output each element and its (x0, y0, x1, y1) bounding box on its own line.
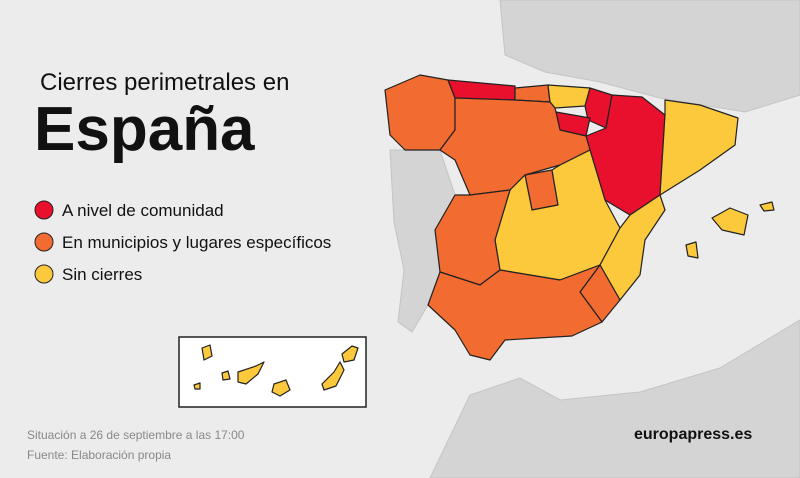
region (659, 99, 739, 196)
region (711, 207, 749, 236)
region (341, 345, 359, 363)
region (321, 361, 345, 391)
legend: A nivel de comunidad En municipios y luga… (34, 200, 331, 284)
source-note: Fuente: Elaboración propia (27, 448, 171, 462)
kicker: Cierres perimetrales en (40, 69, 289, 96)
legend-swatch (34, 200, 54, 220)
title: España (34, 95, 255, 164)
situation-note: Situación a 26 de septiembre a las 17:00 (27, 428, 245, 442)
region (221, 370, 231, 381)
france (499, 0, 800, 113)
region (514, 84, 551, 103)
brand: europapress.es (634, 426, 752, 443)
region (384, 74, 456, 151)
region (759, 201, 775, 212)
region (685, 241, 699, 259)
region (237, 361, 265, 385)
region (427, 264, 603, 361)
legend-swatch (34, 232, 54, 252)
region (193, 382, 201, 390)
legend-label: A nivel de comunidad (62, 201, 224, 220)
region (201, 344, 213, 361)
legend-label: En municipios y lugares específicos (62, 233, 331, 252)
region (584, 87, 613, 129)
region (547, 84, 591, 109)
africa (429, 319, 800, 478)
canarias (193, 344, 359, 397)
spain (384, 74, 775, 361)
legend-swatch (34, 264, 54, 284)
region (271, 379, 291, 397)
legend-label: Sin cierres (62, 265, 142, 284)
